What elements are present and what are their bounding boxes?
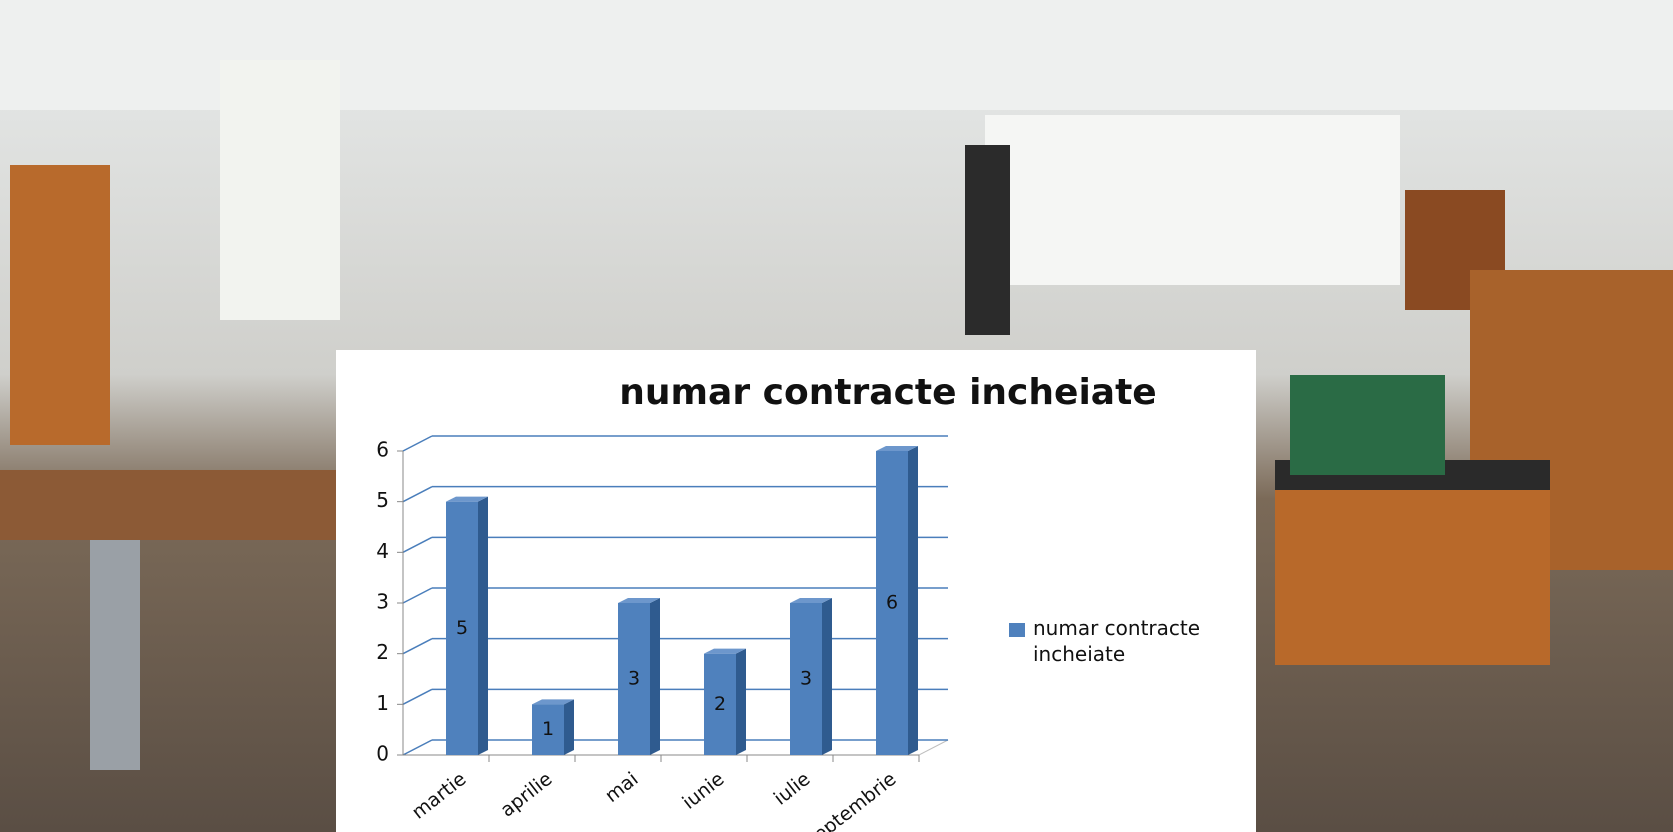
- data-label: 2: [714, 693, 726, 715]
- y-tick-label: 5: [376, 488, 389, 512]
- desk-leg: [90, 540, 140, 770]
- bar-side: [822, 598, 832, 755]
- y-tick-label: 0: [376, 742, 389, 766]
- y-tick-label: 1: [376, 691, 389, 715]
- bar-side: [478, 497, 488, 755]
- bar-side: [650, 598, 660, 755]
- chart-title: numar contracte incheiate: [619, 372, 1156, 413]
- bar-side: [736, 649, 746, 755]
- y-tick-label: 2: [376, 640, 389, 664]
- y-tick-label: 3: [376, 590, 389, 614]
- desk-cabinet: [1275, 465, 1550, 665]
- data-label: 1: [542, 718, 554, 740]
- window-blinds: [985, 115, 1400, 285]
- legend-label: numar contracte incheiate: [1033, 615, 1243, 667]
- bar-side: [908, 446, 918, 755]
- binders: [1290, 375, 1445, 475]
- screen: numar contracte incheiate 01234565martie…: [0, 0, 1673, 832]
- bar-side: [564, 699, 574, 755]
- data-label: 3: [628, 668, 640, 690]
- window: [220, 60, 340, 320]
- chart: numar contracte incheiate 01234565martie…: [0, 0, 1673, 832]
- data-label: 5: [456, 617, 468, 639]
- y-tick-label: 6: [376, 438, 389, 462]
- data-label: 6: [886, 592, 898, 614]
- pillar: [965, 145, 1010, 335]
- legend-swatch: [1009, 623, 1025, 637]
- y-tick-label: 4: [376, 539, 389, 563]
- data-label: 3: [800, 668, 812, 690]
- cabinet: [10, 165, 110, 445]
- desk: [0, 470, 336, 540]
